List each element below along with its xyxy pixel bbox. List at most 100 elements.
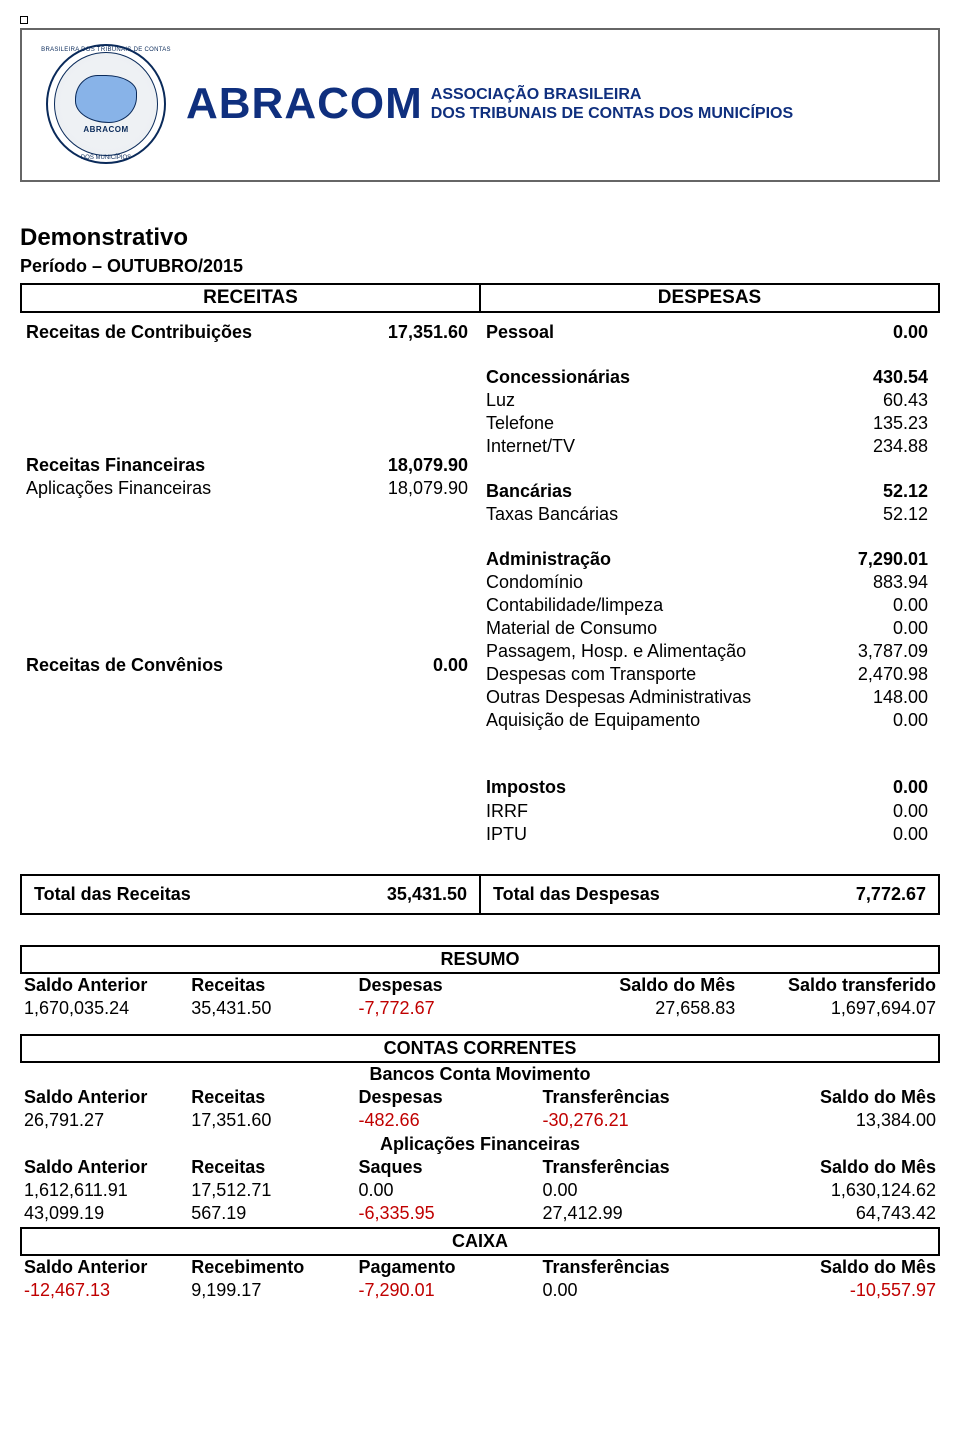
aplic-col-1: Receitas xyxy=(187,1156,354,1179)
receitas-contrib-val: 17,351.60 xyxy=(344,321,474,344)
desp-concess-label: Concessionárias xyxy=(486,366,804,389)
desp-taxas-val: 52.12 xyxy=(804,503,934,526)
aplic-r2-4: 64,743.42 xyxy=(739,1202,940,1225)
bancos-title: Bancos Conta Movimento xyxy=(20,1063,940,1086)
caixa-col-0: Saldo Anterior xyxy=(20,1256,187,1279)
resumo-grid: Saldo Anterior Receitas Despesas Saldo d… xyxy=(20,974,940,1020)
org-seal: BRASILEIRA DOS TRIBUNAIS DE CONTAS ABRAC… xyxy=(46,44,166,164)
resumo-val-3: 27,658.83 xyxy=(539,997,740,1020)
aplic-r1-4: 1,630,124.62 xyxy=(739,1179,940,1202)
caixa-val-0: -12,467.13 xyxy=(20,1279,187,1302)
desp-pass-label: Passagem, Hosp. e Alimentação xyxy=(486,640,804,663)
total-despesas-label: Total das Despesas xyxy=(493,884,660,905)
desp-pessoal-label: Pessoal xyxy=(486,321,804,344)
despesas-column: Pessoal 0.00 Concessionárias 430.54 Luz … xyxy=(480,317,940,850)
resumo-col-2: Despesas xyxy=(355,974,539,997)
aplic-r1-1: 17,512.71 xyxy=(187,1179,354,1202)
desp-contab-val: 0.00 xyxy=(804,594,934,617)
desp-luz-val: 60.43 xyxy=(804,389,934,412)
desp-imp-val: 0.00 xyxy=(804,776,934,799)
bancos-col-0: Saldo Anterior xyxy=(20,1086,187,1109)
desp-transp-label: Despesas com Transporte xyxy=(486,663,804,686)
desp-outras-label: Outras Despesas Administrativas xyxy=(486,686,804,709)
caixa-col-3: Transferências xyxy=(539,1256,740,1279)
desp-outras-val: 148.00 xyxy=(804,686,934,709)
desp-contab-label: Contabilidade/limpeza xyxy=(486,594,804,617)
desp-cond-val: 883.94 xyxy=(804,571,934,594)
aplic-col-2: Saques xyxy=(355,1156,539,1179)
aplic-r1-0: 1,612,611.91 xyxy=(20,1179,187,1202)
receitas-column: Receitas de Contribuições 17,351.60 Rece… xyxy=(20,317,480,850)
header-receitas: RECEITAS xyxy=(22,285,479,311)
receitas-contrib-label: Receitas de Contribuições xyxy=(26,321,344,344)
desp-tel-label: Telefone xyxy=(486,412,804,435)
caixa-grid: Saldo Anterior Recebimento Pagamento Tra… xyxy=(20,1256,940,1302)
contas-header: CONTAS CORRENTES xyxy=(20,1034,940,1063)
caixa-col-2: Pagamento xyxy=(355,1256,539,1279)
bancos-val-4: 13,384.00 xyxy=(739,1109,940,1132)
map-icon xyxy=(75,75,137,123)
bancos-grid: Bancos Conta Movimento Saldo Anterior Re… xyxy=(20,1063,940,1225)
caixa-val-1: 9,199.17 xyxy=(187,1279,354,1302)
total-receitas-label: Total das Receitas xyxy=(34,884,191,905)
desp-net-label: Internet/TV xyxy=(486,435,804,458)
resumo-col-4: Saldo transferido xyxy=(739,974,940,997)
resumo-val-1: 35,431.50 xyxy=(187,997,354,1020)
bancos-col-2: Despesas xyxy=(355,1086,539,1109)
resumo-val-4: 1,697,694.07 xyxy=(739,997,940,1020)
aplic-col-4: Saldo do Mês xyxy=(739,1156,940,1179)
caixa-val-4: -10,557.97 xyxy=(739,1279,940,1302)
header-despesas: DESPESAS xyxy=(479,285,938,311)
main-columns: Receitas de Contribuições 17,351.60 Rece… xyxy=(20,317,940,850)
org-acronym: ABRACOM xyxy=(186,79,423,129)
resumo-header: RESUMO xyxy=(20,945,940,974)
aplic-r1-2: 0.00 xyxy=(355,1179,539,1202)
aplic-r2-0: 43,099.19 xyxy=(20,1202,187,1225)
desp-transp-val: 2,470.98 xyxy=(804,663,934,686)
seal-text-bottom: DOS MUNICÍPIOS xyxy=(81,155,131,161)
receitas-fin-val: 18,079.90 xyxy=(344,454,474,477)
period-label: Período – OUTUBRO/2015 xyxy=(20,256,940,277)
receitas-conv-label: Receitas de Convênios xyxy=(26,654,344,677)
desp-tel-val: 135.23 xyxy=(804,412,934,435)
desp-mat-label: Material de Consumo xyxy=(486,617,804,640)
bancos-val-3: -30,276.21 xyxy=(539,1109,740,1132)
resumo-val-0: 1,670,035.24 xyxy=(20,997,187,1020)
bancos-col-4: Saldo do Mês xyxy=(739,1086,940,1109)
columns-header: RECEITAS DESPESAS xyxy=(20,283,940,313)
total-receitas-val: 35,431.50 xyxy=(387,884,467,905)
aplic-r2-1: 567.19 xyxy=(187,1202,354,1225)
letterhead: BRASILEIRA DOS TRIBUNAIS DE CONTAS ABRAC… xyxy=(20,28,940,182)
receitas-aplic-val: 18,079.90 xyxy=(344,477,474,500)
resumo-col-3: Saldo do Mês xyxy=(539,974,740,997)
desp-admin-label: Administração xyxy=(486,548,804,571)
receitas-aplic-label: Aplicações Financeiras xyxy=(26,477,344,500)
aplic-r2-2: -6,335.95 xyxy=(355,1202,539,1225)
desp-net-val: 234.88 xyxy=(804,435,934,458)
org-full-line1: ASSOCIAÇÃO BRASILEIRA xyxy=(431,85,793,104)
aplic-title: Aplicações Financeiras xyxy=(20,1132,940,1156)
desp-taxas-label: Taxas Bancárias xyxy=(486,503,804,526)
desp-iptu-val: 0.00 xyxy=(804,823,934,846)
caixa-val-3: 0.00 xyxy=(539,1279,740,1302)
resumo-val-2: -7,772.67 xyxy=(355,997,539,1020)
aplic-r1-3: 0.00 xyxy=(539,1179,740,1202)
bancos-val-1: 17,351.60 xyxy=(187,1109,354,1132)
desp-aquis-label: Aquisição de Equipamento xyxy=(486,709,804,732)
desp-iptu-label: IPTU xyxy=(486,823,804,846)
desp-admin-val: 7,290.01 xyxy=(804,548,934,571)
desp-mat-val: 0.00 xyxy=(804,617,934,640)
caixa-col-4: Saldo do Mês xyxy=(739,1256,940,1279)
desp-aquis-val: 0.00 xyxy=(804,709,934,732)
desp-cond-label: Condomínio xyxy=(486,571,804,594)
desp-imp-label: Impostos xyxy=(486,776,804,799)
caixa-val-2: -7,290.01 xyxy=(355,1279,539,1302)
bancos-col-1: Receitas xyxy=(187,1086,354,1109)
bancos-val-0: 26,791.27 xyxy=(20,1109,187,1132)
desp-banc-label: Bancárias xyxy=(486,480,804,503)
corner-mark xyxy=(20,16,28,24)
caixa-col-1: Recebimento xyxy=(187,1256,354,1279)
desp-irrf-val: 0.00 xyxy=(804,800,934,823)
totals-row: Total das Receitas 35,431.50 Total das D… xyxy=(20,874,940,915)
document-title: Demonstrativo xyxy=(20,224,940,252)
